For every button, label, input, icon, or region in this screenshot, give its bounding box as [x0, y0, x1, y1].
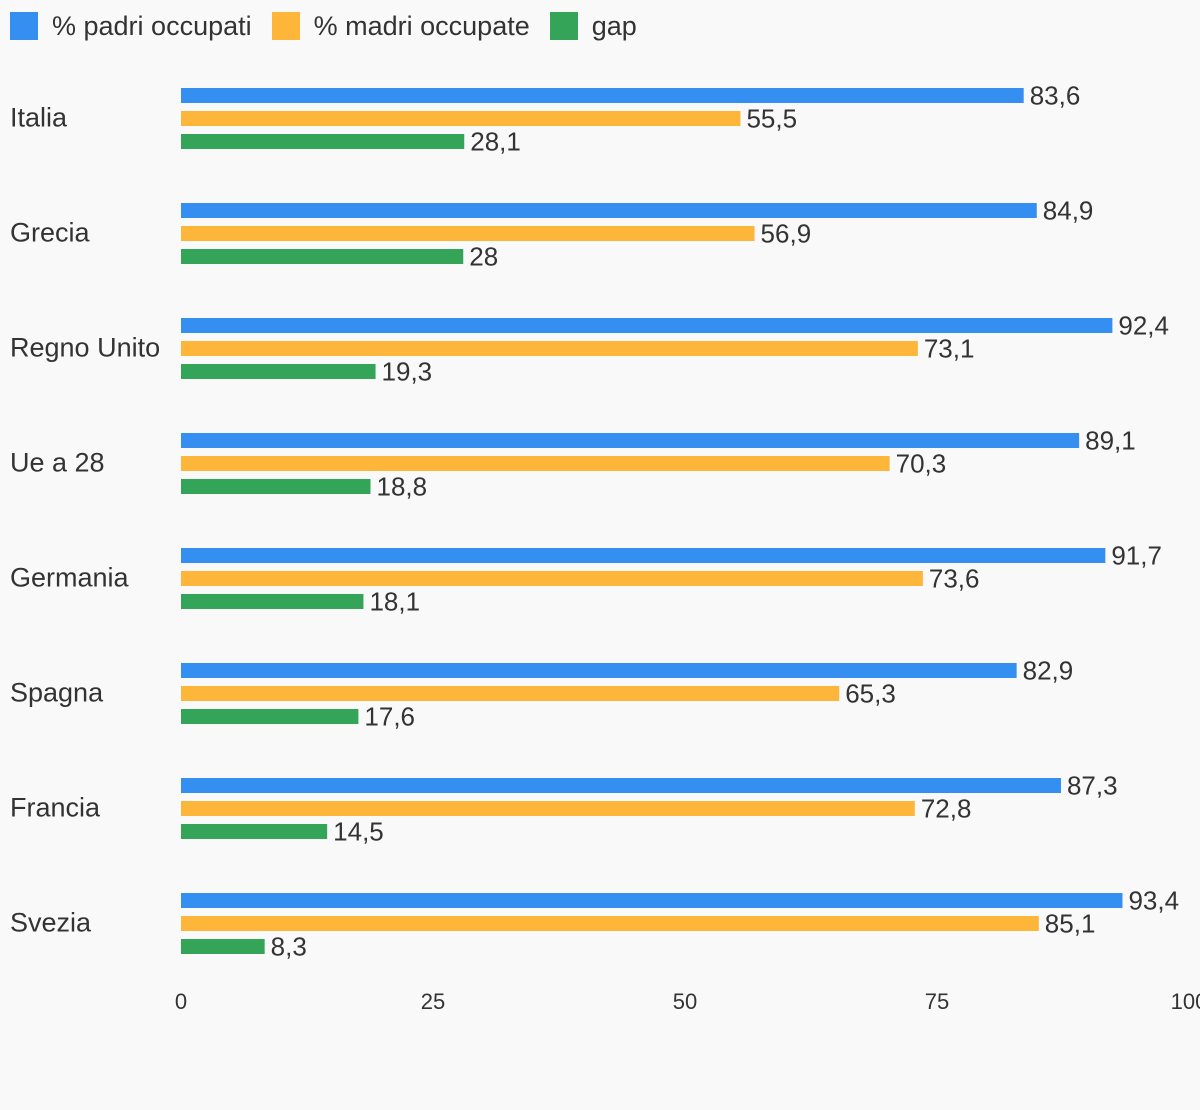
legend-label-madri: % madri occupate: [313, 10, 530, 41]
data-label-gap: 28: [469, 241, 498, 271]
data-label-madri: 85,1: [1045, 908, 1096, 938]
bar-padri[interactable]: [181, 778, 1061, 793]
legend-item-gap[interactable]: gap: [549, 10, 637, 42]
bar-padri[interactable]: [181, 203, 1037, 218]
bar-padri[interactable]: [181, 663, 1017, 678]
bar-padri[interactable]: [181, 318, 1113, 333]
data-label-gap: 17,6: [364, 701, 415, 731]
data-label-padri: 89,1: [1085, 425, 1136, 455]
legend-item-padri[interactable]: % padri occupati: [10, 11, 252, 42]
bar-madri[interactable]: [181, 111, 741, 126]
bar-madri[interactable]: [181, 571, 923, 586]
legend-label-padri: % padri occupati: [52, 10, 252, 41]
data-label-padri: 87,3: [1067, 770, 1118, 800]
x-tick-label: 25: [421, 989, 445, 1014]
data-label-padri: 84,9: [1043, 195, 1094, 225]
category-label: Regno Unito: [10, 333, 160, 363]
data-label-madri: 73,1: [924, 333, 975, 363]
bar-gap[interactable]: [181, 824, 328, 839]
bar-gap[interactable]: [181, 939, 265, 954]
bar-madri[interactable]: [181, 801, 915, 816]
bar-madri[interactable]: [181, 456, 890, 471]
data-label-gap: 19,3: [382, 356, 433, 386]
legend-label-gap: gap: [591, 10, 637, 41]
bar-gap[interactable]: [181, 249, 464, 264]
legend-item-madri[interactable]: % madri occupate: [271, 10, 530, 42]
bar-madri[interactable]: [181, 916, 1039, 931]
bar-gap[interactable]: [181, 134, 465, 149]
x-tick-label: 50: [673, 989, 697, 1014]
data-label-padri: 83,6: [1030, 80, 1081, 110]
data-label-padri: 93,4: [1128, 885, 1179, 915]
bar-madri[interactable]: [181, 341, 918, 356]
bar-gap[interactable]: [181, 479, 371, 494]
bar-madri[interactable]: [181, 686, 840, 701]
legend-swatch-gap: [549, 12, 578, 40]
chart-legend: % padri occupati % madri occupate gap: [10, 10, 657, 42]
data-label-madri: 73,6: [929, 563, 980, 593]
bar-padri[interactable]: [181, 893, 1123, 908]
data-label-madri: 72,8: [921, 793, 972, 823]
data-label-padri: 92,4: [1118, 310, 1169, 340]
data-label-gap: 18,1: [369, 586, 420, 616]
data-label-madri: 65,3: [845, 678, 896, 708]
bar-madri[interactable]: [181, 226, 755, 241]
legend-swatch-padri: [10, 12, 38, 40]
x-tick-label: 100: [1171, 989, 1200, 1014]
category-label: Ue a 28: [10, 448, 105, 478]
bar-padri[interactable]: [181, 88, 1024, 103]
data-label-padri: 82,9: [1023, 655, 1074, 685]
data-label-gap: 14,5: [333, 816, 384, 846]
data-label-madri: 55,5: [746, 103, 797, 133]
bar-gap[interactable]: [181, 364, 376, 379]
bar-gap[interactable]: [181, 709, 359, 724]
category-label: Francia: [10, 793, 101, 823]
category-label: Italia: [10, 103, 68, 133]
bar-padri[interactable]: [181, 548, 1106, 563]
data-label-padri: 91,7: [1111, 540, 1162, 570]
x-tick-label: 0: [175, 989, 187, 1014]
data-label-madri: 70,3: [896, 448, 947, 478]
category-label: Spagna: [10, 678, 104, 708]
data-label-gap: 18,8: [377, 471, 428, 501]
data-label-gap: 28,1: [470, 126, 521, 156]
data-label-madri: 56,9: [761, 218, 812, 248]
bar-padri[interactable]: [181, 433, 1080, 448]
legend-swatch-madri: [271, 12, 300, 40]
x-tick-label: 75: [925, 989, 949, 1014]
category-label: Svezia: [10, 908, 92, 938]
data-label-gap: 8,3: [271, 931, 307, 961]
bar-gap[interactable]: [181, 594, 364, 609]
category-label: Grecia: [10, 218, 91, 248]
category-label: Germania: [10, 563, 130, 593]
